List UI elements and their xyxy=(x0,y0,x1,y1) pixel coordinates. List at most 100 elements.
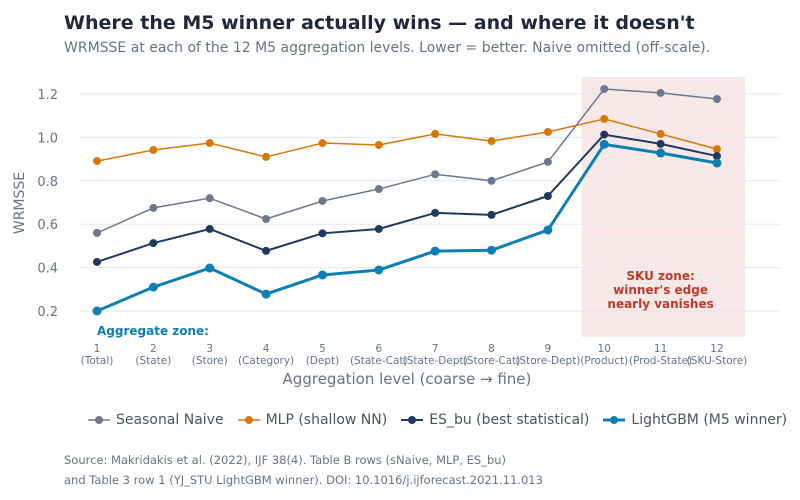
data-point xyxy=(431,170,440,179)
data-point xyxy=(318,139,327,148)
data-point xyxy=(656,148,666,158)
series-line-2 xyxy=(96,133,718,263)
sku-zone-label: nearly vanishes xyxy=(607,297,713,311)
data-point xyxy=(543,225,553,235)
legend-marker xyxy=(88,416,110,424)
x-tick-sublabel: (Total) xyxy=(81,355,114,367)
x-axis-label: Aggregation level (coarse → fine) xyxy=(283,370,532,388)
data-point xyxy=(656,139,665,148)
data-point xyxy=(93,157,101,166)
data-point xyxy=(431,208,440,217)
x-tick-sublabel: (Store) xyxy=(192,355,228,367)
data-point xyxy=(205,194,214,203)
x-tick-sublabel: (State-Cat) xyxy=(350,355,408,367)
x-tick-sublabel: (Store-Cat) xyxy=(463,355,521,367)
x-tick-sublabel: (Prod-State) xyxy=(629,355,692,367)
series-line-0 xyxy=(96,88,718,234)
series-line-3 xyxy=(96,142,718,313)
data-point xyxy=(205,139,214,148)
data-point xyxy=(374,140,383,149)
legend-label: LightGBM (M5 winner) xyxy=(631,412,788,428)
x-tick-label: 2 xyxy=(150,343,157,355)
chart-subtitle: WRMSSE at each of the 12 M5 aggregation … xyxy=(64,40,711,56)
x-tick-label: 9 xyxy=(545,343,552,355)
aggregate-zone-label: Aggregate zone: xyxy=(97,324,209,338)
data-point xyxy=(374,185,383,194)
y-tick-label: 0.6 xyxy=(37,218,58,233)
data-point xyxy=(149,239,158,248)
legend-item: Seasonal Naive xyxy=(88,412,224,428)
data-point xyxy=(487,176,496,185)
x-tick-label: 1 xyxy=(94,343,101,355)
source-note: Source: Makridakis et al. (2022), IJF 38… xyxy=(64,450,543,490)
data-point xyxy=(543,157,552,166)
data-point xyxy=(600,114,609,123)
legend: Seasonal Naive MLP (shallow NN) ES_bu (bes… xyxy=(88,412,787,428)
sku-zone-label: SKU zone: xyxy=(626,269,694,283)
legend-item: ES_bu (best statistical) xyxy=(401,412,589,428)
data-point xyxy=(262,152,271,161)
data-point xyxy=(600,85,609,94)
x-tick-label: 6 xyxy=(375,343,382,355)
x-tick-sublabel: (State) xyxy=(135,355,171,367)
data-point xyxy=(487,137,496,146)
data-point xyxy=(318,196,327,205)
legend-label: MLP (shallow NN) xyxy=(265,412,388,428)
data-point xyxy=(543,127,552,136)
data-point xyxy=(543,191,552,200)
data-point xyxy=(149,145,158,154)
x-tick-label: 12 xyxy=(710,343,723,355)
y-tick-label: 0.4 xyxy=(37,262,58,277)
legend-label: ES_bu (best statistical) xyxy=(429,412,590,428)
x-tick-sublabel: (Product) xyxy=(580,355,628,367)
data-point xyxy=(205,224,214,233)
data-point xyxy=(149,203,158,212)
data-point xyxy=(92,306,102,316)
y-axis-label: WRMSSE xyxy=(12,172,28,234)
x-tick-label: 3 xyxy=(206,343,213,355)
data-point xyxy=(374,224,383,233)
x-tick-label: 4 xyxy=(263,343,270,355)
data-point xyxy=(374,265,384,275)
x-tick-sublabel: (Store-Dept) xyxy=(515,355,580,367)
x-tick-label: 7 xyxy=(432,343,439,355)
line-chart: 0.2 0.4 0.6 0.8 1.0 1.2 WRMSSE 1(Total) 2(State)… xyxy=(12,77,780,388)
x-tick-sublabel: (State-Dept) xyxy=(403,355,468,367)
series-line-1 xyxy=(96,118,718,162)
legend-marker xyxy=(603,416,626,424)
y-tick-label: 0.2 xyxy=(37,305,58,320)
data-point xyxy=(317,270,327,280)
y-tick-label: 0.8 xyxy=(37,175,58,190)
x-tick-sublabel: (Category) xyxy=(238,355,294,367)
legend-marker xyxy=(237,416,260,424)
data-point xyxy=(430,246,440,256)
data-point xyxy=(712,94,721,103)
x-tick-label: 5 xyxy=(319,343,326,355)
data-point xyxy=(600,130,609,139)
x-tick-label: 11 xyxy=(654,343,667,355)
data-point xyxy=(261,289,271,299)
data-point xyxy=(712,145,721,154)
y-tick-label: 1.0 xyxy=(37,131,58,146)
data-point xyxy=(205,263,215,273)
data-point xyxy=(148,282,158,292)
data-point xyxy=(318,229,327,238)
x-tick-sublabel: (Dept) xyxy=(306,355,340,367)
legend-marker xyxy=(401,416,424,424)
data-point xyxy=(712,152,721,161)
x-tick-label: 10 xyxy=(598,343,611,355)
data-point xyxy=(487,245,497,255)
source-line-1: Source: Makridakis et al. (2022), IJF 38… xyxy=(64,453,507,467)
data-point xyxy=(656,129,665,138)
legend-item: MLP (shallow NN) xyxy=(237,412,388,428)
data-point xyxy=(656,88,665,97)
data-point xyxy=(431,129,440,138)
data-point xyxy=(262,214,271,223)
legend-label: Seasonal Naive xyxy=(116,412,224,428)
legend-item: LightGBM (M5 winner) xyxy=(603,412,787,428)
data-point xyxy=(487,210,496,219)
chart-title: Where the M5 winner actually wins — and … xyxy=(64,12,695,34)
data-point xyxy=(712,158,722,168)
y-tick-label: 1.2 xyxy=(37,88,58,103)
data-point xyxy=(93,257,101,266)
